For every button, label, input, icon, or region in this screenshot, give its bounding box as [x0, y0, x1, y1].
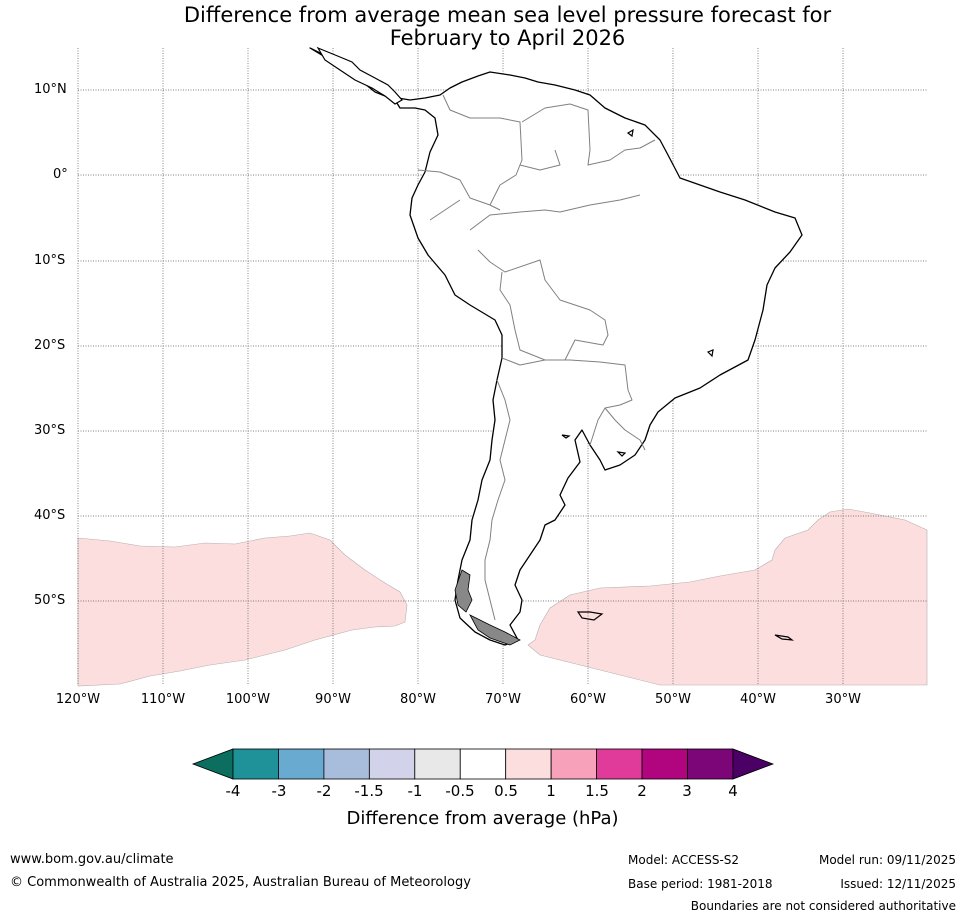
website-link[interactable]: www.bom.gov.au/climate [10, 852, 174, 867]
lon-label-110w: 110°W [140, 692, 186, 707]
chart-title: Difference from average mean sea level p… [0, 4, 965, 50]
colorbar-tick: 1 [546, 782, 556, 800]
lat-label-0: 0° [53, 167, 68, 182]
disclaimer-text: Boundaries are not considered authoritat… [690, 899, 956, 913]
fjord-islands [454, 569, 521, 646]
lat-label-10s: 10°S [34, 253, 66, 268]
colorbar-tick: 4 [728, 782, 738, 800]
colorbar-segment [278, 748, 325, 780]
anomaly-region-atlantic [527, 508, 928, 686]
colorbar-segment [687, 748, 734, 780]
anomaly-region-pacific [77, 532, 408, 687]
colorbar-segment [459, 748, 507, 780]
lon-label-90w: 90°W [315, 692, 351, 707]
colorbar-tick: 2 [637, 782, 647, 800]
lon-label-30w: 30°W [825, 692, 861, 707]
lon-label-120w: 120°W [55, 692, 101, 707]
colorbar-tick: -1 [407, 782, 423, 800]
lat-label-10n: 10°N [34, 82, 67, 97]
island-features [561, 128, 795, 641]
colorbar-segment [323, 748, 370, 780]
title-line-2: February to April 2026 [389, 26, 626, 50]
colorbar-segment [232, 748, 279, 780]
colorbar-extend-high [732, 748, 775, 780]
lat-label-20s: 20°S [34, 338, 66, 353]
colorbar-segment [641, 748, 688, 780]
colorbar-segment [414, 748, 461, 780]
model-text: Model: ACCESS-S2 [628, 853, 740, 867]
colorbar-tick: 1.5 [585, 782, 609, 800]
base-period-text: Base period: 1981-2018 [628, 877, 773, 891]
colorbar-tick: -3 [271, 782, 287, 800]
title-line-1: Difference from average mean sea level p… [183, 3, 832, 27]
lon-label-40w: 40°W [740, 692, 776, 707]
colorbar-segment [368, 748, 416, 780]
lat-label-40s: 40°S [34, 508, 66, 523]
central-america-coastline [316, 46, 403, 105]
lat-label-30s: 30°S [34, 423, 66, 438]
colorbar-segment [505, 748, 552, 780]
colorbar-tick: -4 [225, 782, 241, 800]
lon-label-60w: 60°W [570, 692, 606, 707]
issued-text: Issued: 12/11/2025 [840, 877, 956, 891]
colorbar-segment [596, 748, 643, 780]
national-borders [417, 94, 656, 621]
colorbar-label: Difference from average (hPa) [346, 808, 619, 829]
south-america-coastline [309, 47, 803, 646]
colorbar-extend-low [191, 748, 234, 780]
colorbar-tick: -1.5 [354, 782, 384, 800]
colorbar-segment [550, 748, 598, 780]
colorbar-tick: 3 [682, 782, 692, 800]
lat-label-50s: 50°S [34, 593, 66, 608]
lon-label-70w: 70°W [485, 692, 521, 707]
lon-label-50w: 50°W [655, 692, 691, 707]
lon-label-100w: 100°W [225, 692, 271, 707]
copyright-text: © Commonwealth of Australia 2025, Austra… [10, 875, 471, 890]
lon-label-80w: 80°W [400, 692, 436, 707]
colorbar-tick: 0.5 [494, 782, 518, 800]
forecast-map [77, 46, 928, 687]
colorbar-segments [191, 748, 775, 780]
model-run-text: Model run: 09/11/2025 [818, 853, 956, 867]
colorbar-tick: -2 [316, 782, 332, 800]
colorbar-tick: -0.5 [445, 782, 475, 800]
